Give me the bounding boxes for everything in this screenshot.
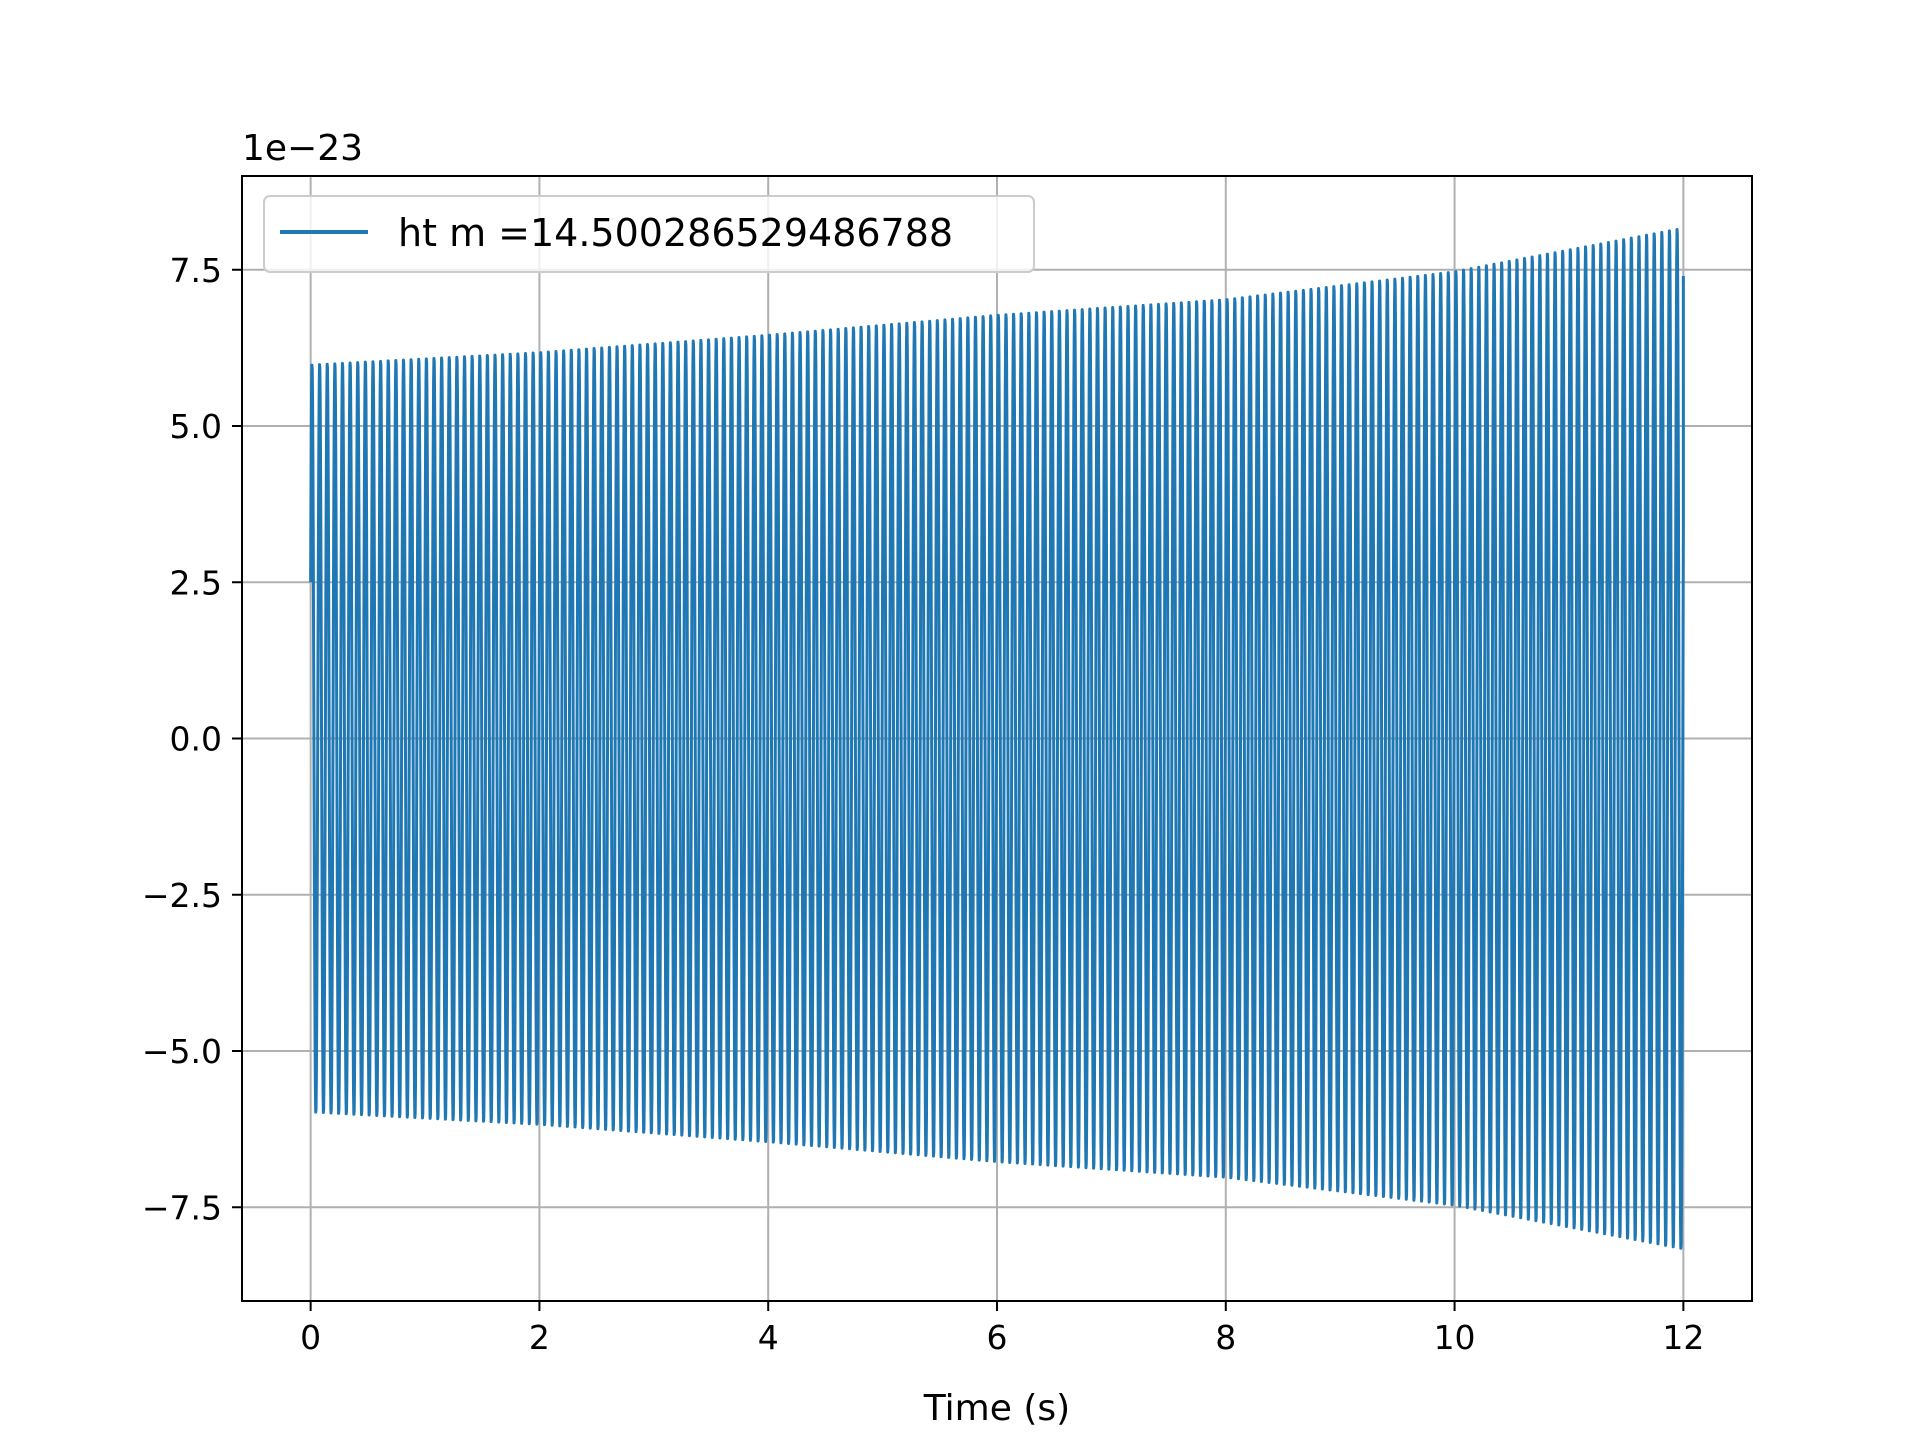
series-layer bbox=[309, 227, 1685, 1250]
x-tick-label: 0 bbox=[300, 1318, 321, 1357]
legend-label: ht m =14.500286529486788 bbox=[398, 211, 953, 255]
x-tick-label: 10 bbox=[1434, 1318, 1476, 1357]
x-tick-label: 6 bbox=[987, 1318, 1008, 1357]
legend: ht m =14.500286529486788 bbox=[263, 195, 1035, 273]
x-axis-label: Time (s) bbox=[923, 1388, 1070, 1429]
y-tick-label: −5.0 bbox=[142, 1032, 222, 1071]
y-tick-label: 2.5 bbox=[170, 563, 222, 602]
x-tick-label: 8 bbox=[1215, 1318, 1236, 1357]
series-line-ht bbox=[309, 227, 1685, 1250]
y-tick-label: 7.5 bbox=[170, 251, 222, 290]
x-tick-label: 2 bbox=[529, 1318, 550, 1357]
y-tick-label: −2.5 bbox=[142, 876, 222, 915]
y-tick-label: −7.5 bbox=[142, 1188, 222, 1227]
x-tick-label: 12 bbox=[1662, 1318, 1704, 1357]
y-tick-label: 5.0 bbox=[170, 407, 222, 446]
x-tick-label: 4 bbox=[758, 1318, 779, 1357]
y-offset-text: 1e−23 bbox=[242, 128, 363, 169]
legend-box bbox=[263, 195, 1035, 273]
ticks: 0 2 4 6 8 10 12 −7.5 −5.0 −2.5 0.0 2.5 5.0 7.5 bbox=[142, 251, 1705, 1357]
y-tick-label: 0.0 bbox=[170, 720, 222, 759]
